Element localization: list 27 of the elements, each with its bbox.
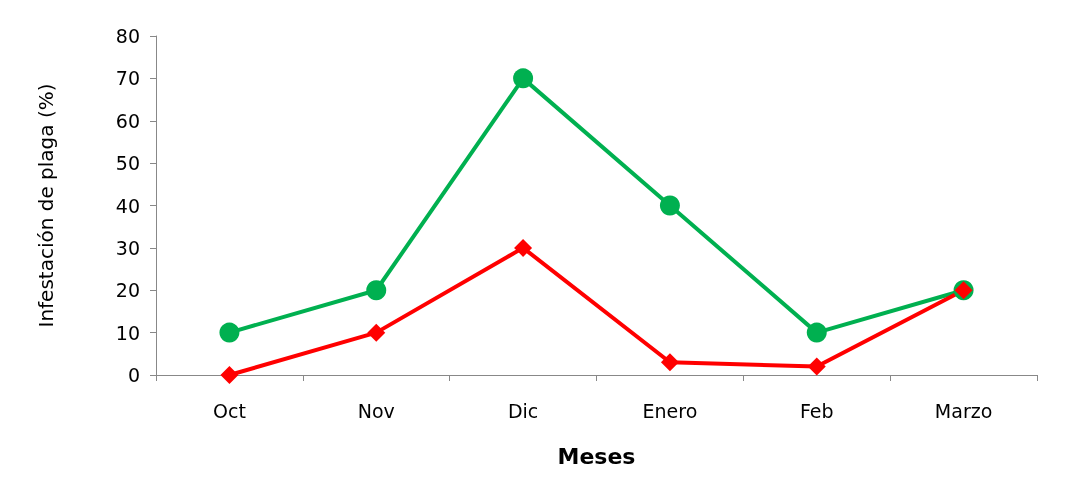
- x-tick-label: Dic: [507, 399, 539, 422]
- y-tick-label: 50: [115, 152, 140, 175]
- y-tick-label: 70: [115, 67, 140, 90]
- point: [806, 322, 827, 343]
- point: [367, 323, 386, 342]
- point: [807, 357, 826, 376]
- point: [220, 366, 239, 384]
- point: [659, 195, 680, 216]
- x-tick-label: Oct: [212, 399, 246, 422]
- point: [514, 238, 533, 257]
- y-tick-label: 40: [115, 194, 140, 217]
- y-tick-label: 20: [115, 279, 140, 302]
- point: [660, 353, 679, 372]
- point: [219, 322, 240, 343]
- point: [366, 280, 387, 301]
- y-tick-label: 60: [115, 109, 140, 132]
- y-tick-label: 0: [127, 364, 140, 386]
- point: [513, 68, 534, 89]
- x-tick-label: Enero: [642, 399, 698, 422]
- x-axis-title: Meses: [557, 443, 636, 469]
- y-axis-title: Infestación de plaga (%): [34, 83, 58, 328]
- x-tick-label: Nov: [357, 399, 395, 422]
- y-tick-label: 30: [115, 236, 140, 259]
- y-tick-label: 80: [115, 25, 140, 47]
- x-tick-label: Marzo: [934, 399, 993, 422]
- y-tick-label: 10: [115, 321, 140, 344]
- x-tick-label: Feb: [799, 399, 834, 422]
